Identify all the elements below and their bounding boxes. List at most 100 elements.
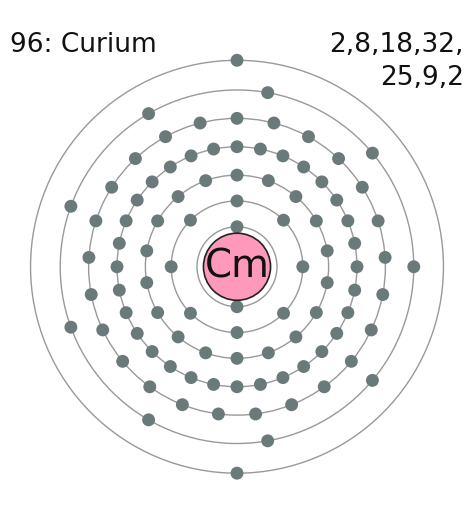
Circle shape	[261, 435, 274, 447]
Circle shape	[184, 307, 197, 320]
Circle shape	[172, 330, 184, 343]
Circle shape	[302, 130, 315, 143]
Circle shape	[230, 326, 244, 339]
Circle shape	[262, 174, 275, 187]
Circle shape	[366, 147, 379, 160]
Circle shape	[90, 214, 102, 227]
Circle shape	[276, 149, 289, 162]
Circle shape	[159, 130, 172, 143]
Circle shape	[345, 355, 358, 368]
Circle shape	[348, 284, 361, 297]
Circle shape	[230, 380, 244, 393]
Circle shape	[379, 251, 392, 264]
Circle shape	[230, 300, 244, 313]
Circle shape	[129, 152, 142, 165]
Circle shape	[185, 371, 198, 384]
Circle shape	[356, 181, 369, 194]
Circle shape	[348, 237, 361, 250]
Circle shape	[297, 360, 310, 373]
Circle shape	[297, 161, 310, 174]
Circle shape	[321, 244, 334, 257]
Circle shape	[131, 327, 144, 340]
Circle shape	[296, 260, 309, 273]
Circle shape	[140, 276, 153, 289]
Text: Cm: Cm	[205, 248, 269, 286]
Text: 2,8,18,32,: 2,8,18,32,	[329, 32, 464, 58]
Circle shape	[146, 176, 159, 189]
Circle shape	[110, 260, 123, 273]
Circle shape	[212, 408, 225, 421]
Circle shape	[113, 237, 126, 250]
Circle shape	[330, 327, 343, 340]
Circle shape	[310, 306, 323, 319]
Circle shape	[230, 220, 244, 233]
Circle shape	[290, 190, 302, 203]
Circle shape	[131, 194, 144, 207]
Text: 25,9,2: 25,9,2	[380, 65, 464, 92]
Circle shape	[116, 355, 129, 368]
Circle shape	[185, 149, 198, 162]
Circle shape	[254, 378, 267, 391]
Circle shape	[142, 107, 155, 120]
Circle shape	[230, 467, 244, 480]
Circle shape	[376, 288, 389, 301]
Circle shape	[199, 347, 212, 359]
Circle shape	[172, 190, 184, 203]
Circle shape	[119, 214, 133, 227]
Circle shape	[341, 214, 355, 227]
Circle shape	[230, 140, 244, 153]
Circle shape	[267, 117, 280, 130]
Circle shape	[277, 307, 290, 320]
Circle shape	[261, 86, 274, 99]
Text: 96: Curium: 96: Curium	[10, 32, 156, 58]
Circle shape	[96, 323, 109, 336]
Circle shape	[203, 233, 271, 300]
Circle shape	[151, 214, 164, 227]
Circle shape	[372, 214, 384, 227]
Circle shape	[321, 276, 334, 289]
Circle shape	[366, 374, 379, 387]
Circle shape	[199, 174, 212, 187]
Circle shape	[119, 306, 133, 319]
Circle shape	[140, 244, 153, 257]
Circle shape	[230, 112, 244, 125]
Circle shape	[285, 398, 298, 411]
Circle shape	[143, 380, 156, 393]
Circle shape	[315, 345, 328, 358]
Circle shape	[351, 260, 364, 273]
Circle shape	[318, 380, 331, 393]
Circle shape	[230, 54, 244, 67]
Circle shape	[105, 181, 118, 194]
Circle shape	[310, 214, 323, 227]
Circle shape	[165, 260, 178, 273]
Circle shape	[249, 408, 262, 421]
Circle shape	[277, 214, 290, 227]
Circle shape	[164, 161, 177, 174]
Circle shape	[64, 321, 77, 334]
Circle shape	[254, 142, 267, 155]
Circle shape	[164, 360, 177, 373]
Circle shape	[184, 214, 197, 227]
Circle shape	[330, 194, 343, 207]
Circle shape	[230, 194, 244, 207]
Circle shape	[315, 176, 328, 189]
Circle shape	[262, 347, 275, 359]
Circle shape	[407, 260, 420, 273]
Circle shape	[151, 306, 164, 319]
Circle shape	[207, 378, 220, 391]
Circle shape	[146, 345, 159, 358]
Circle shape	[142, 413, 155, 426]
Circle shape	[85, 288, 98, 301]
Circle shape	[207, 142, 220, 155]
Circle shape	[230, 169, 244, 182]
Circle shape	[341, 306, 355, 319]
Circle shape	[365, 323, 378, 336]
Circle shape	[113, 284, 126, 297]
Circle shape	[276, 371, 289, 384]
Circle shape	[176, 398, 189, 411]
Circle shape	[194, 117, 207, 130]
Circle shape	[332, 152, 345, 165]
Circle shape	[290, 330, 302, 343]
Circle shape	[82, 251, 95, 264]
Circle shape	[230, 352, 244, 365]
